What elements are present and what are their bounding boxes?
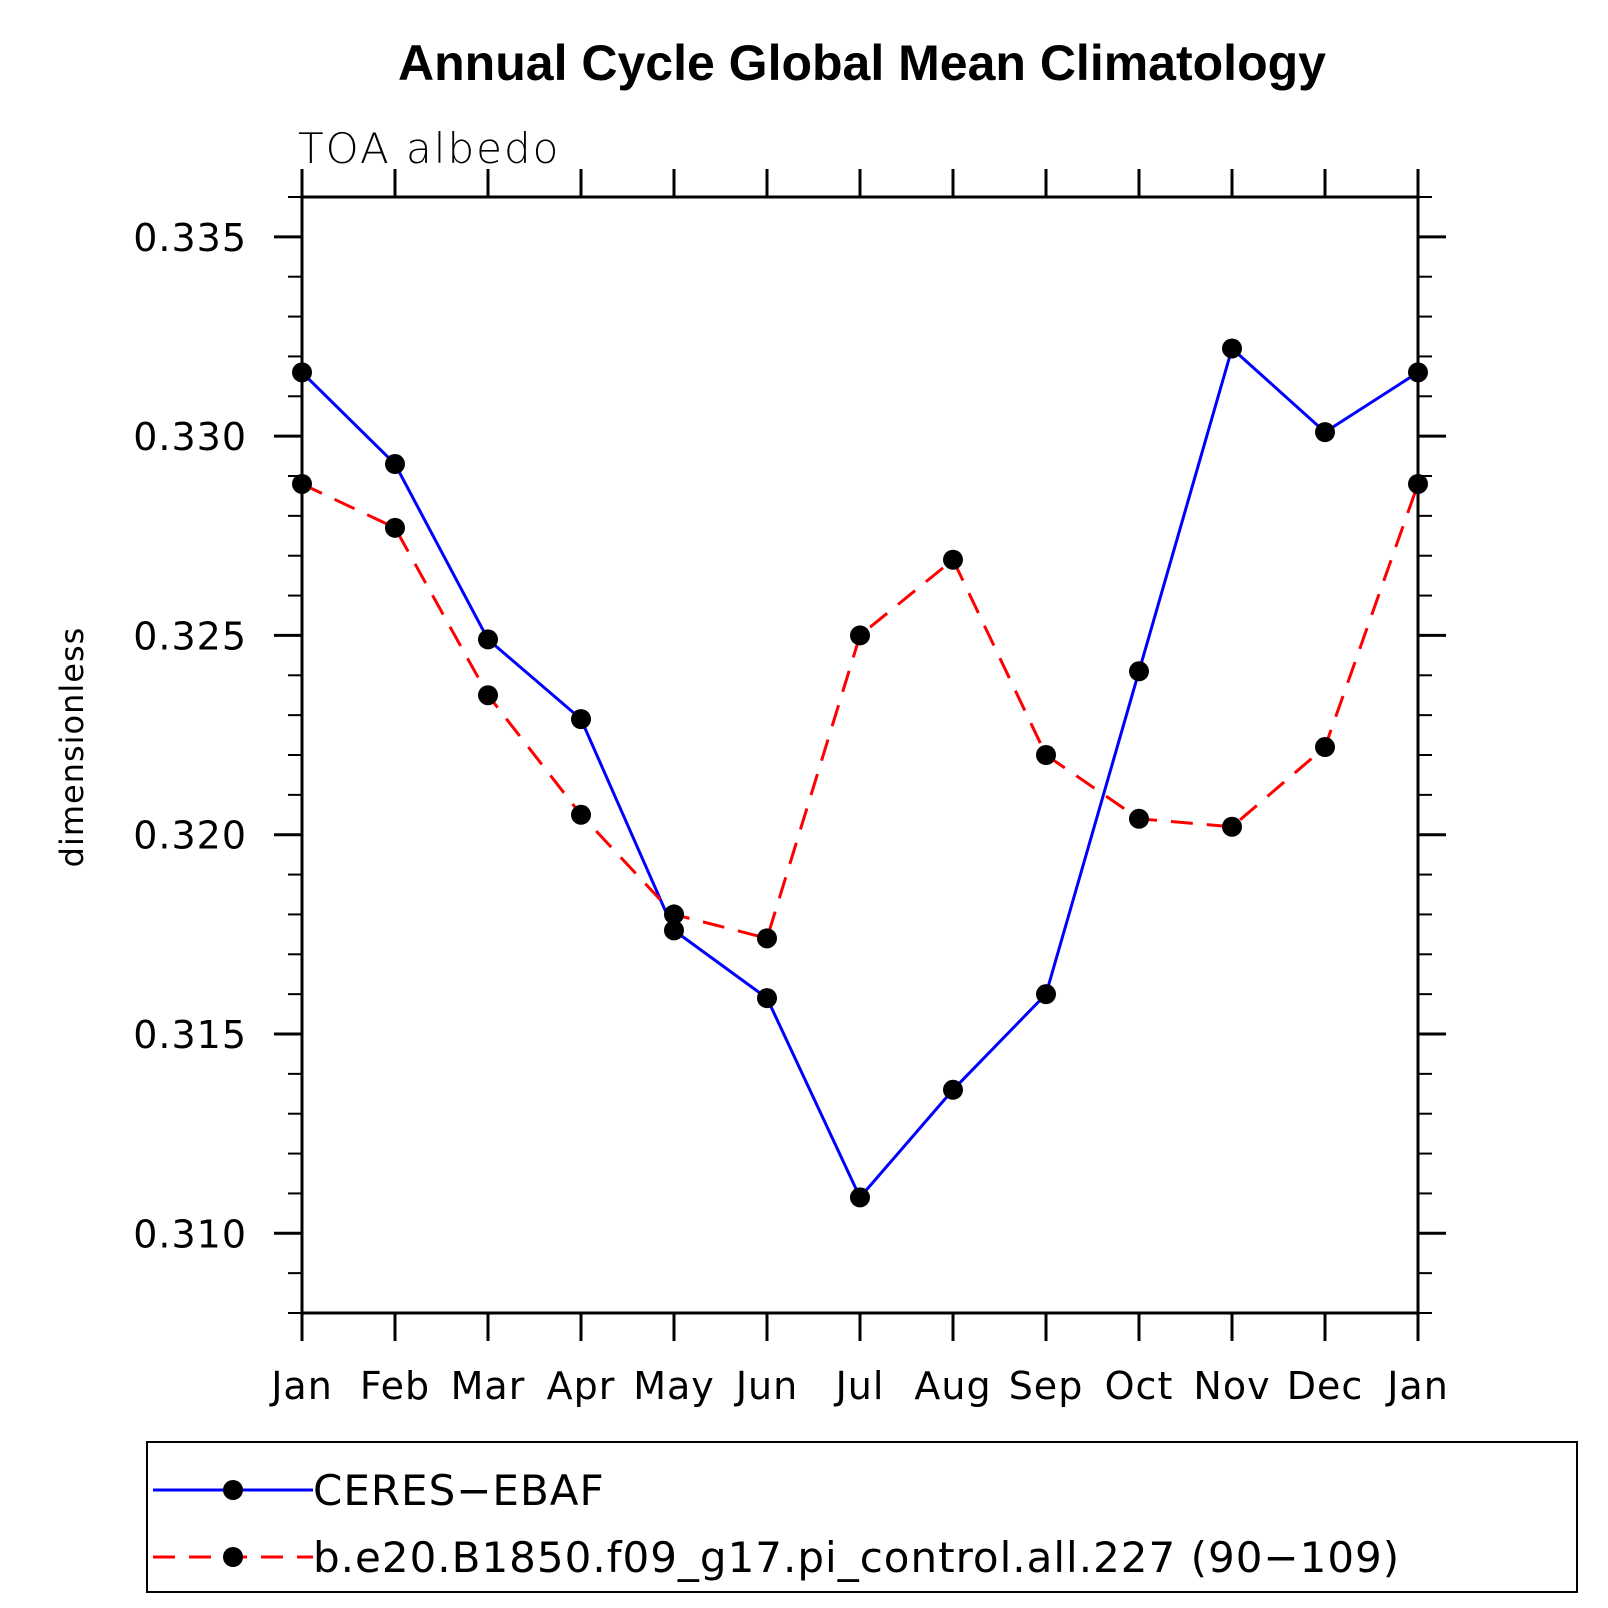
x-tick-label: Aug	[914, 1364, 991, 1408]
series-1-point	[943, 1079, 963, 1100]
chart-title: Annual Cycle Global Mean Climatology	[398, 35, 1326, 91]
y-tick-label: 0.320	[133, 814, 247, 858]
series-2-point	[943, 549, 963, 570]
series-1-point	[664, 920, 684, 941]
x-tick-labels: Jan Feb Mar Apr May Jun Jul Aug Sep Oct Nov Dec Jan	[269, 1364, 1449, 1408]
series-1-point	[292, 362, 312, 383]
legend: CERES−EBAF b.e20.B1850.f09_g17.pi_control…	[146, 1441, 1578, 1593]
y-axis-label: dimensionless	[53, 627, 91, 868]
series-2-point	[1408, 473, 1428, 494]
x-tick-label: Jan	[269, 1364, 333, 1408]
series-1-point	[1315, 422, 1335, 443]
series-1-point	[757, 988, 777, 1009]
series-1-point	[1036, 984, 1056, 1005]
series-layer	[292, 338, 1428, 1208]
series-2-point	[757, 928, 777, 949]
y-tick-labels: 0.310 0.315 0.320 0.325 0.330 0.335	[133, 216, 247, 1256]
series-1-point	[1222, 338, 1242, 359]
series-2-point	[1315, 737, 1335, 758]
legend-marker-1	[223, 1480, 243, 1500]
y-tick-label: 0.325	[133, 614, 247, 658]
series-1-point	[571, 709, 591, 730]
axis-ticks	[274, 169, 1446, 1341]
series-2-point	[850, 625, 870, 646]
series-2-point	[1036, 745, 1056, 765]
legend-marker-2	[223, 1547, 243, 1567]
x-tick-label: Nov	[1193, 1364, 1270, 1408]
y-tick-label: 0.315	[133, 1013, 247, 1057]
x-tick-label: Mar	[451, 1364, 526, 1408]
series-1-point	[1129, 661, 1149, 682]
series-2-point	[1222, 816, 1242, 837]
series-line-1	[300, 345, 1419, 1201]
y-tick-label: 0.330	[133, 415, 247, 459]
x-tick-label: May	[633, 1364, 715, 1408]
x-tick-label: Apr	[547, 1364, 616, 1408]
x-tick-label: Sep	[1009, 1364, 1084, 1408]
y-tick-label: 0.310	[133, 1212, 247, 1256]
series-1-point	[385, 454, 405, 475]
series-1-point	[850, 1187, 870, 1208]
series-1-point	[1408, 362, 1428, 383]
series-2-point	[478, 685, 498, 706]
series-line-2	[301, 482, 1420, 941]
series-2-point	[1129, 808, 1149, 829]
x-tick-label: Jul	[834, 1364, 885, 1408]
legend-box	[146, 1441, 1578, 1593]
x-tick-label: Oct	[1105, 1364, 1174, 1408]
y-tick-label: 0.335	[133, 216, 247, 260]
legend-label-2: b.e20.B1850.f09_g17.pi_control.all.227 (…	[313, 1533, 1400, 1582]
series-2-point	[664, 904, 684, 925]
series-2-point	[571, 804, 591, 825]
series-2-point	[292, 473, 312, 494]
series-1-point	[478, 629, 498, 650]
x-tick-label: Jun	[734, 1364, 798, 1408]
x-tick-label: Dec	[1287, 1364, 1364, 1408]
x-tick-label: Feb	[360, 1364, 430, 1408]
chart-subtitle: TOA albedo	[298, 124, 560, 173]
legend-label-1: CERES−EBAF	[313, 1466, 605, 1515]
x-tick-label: Jan	[1385, 1364, 1449, 1408]
series-2-point	[385, 517, 405, 538]
